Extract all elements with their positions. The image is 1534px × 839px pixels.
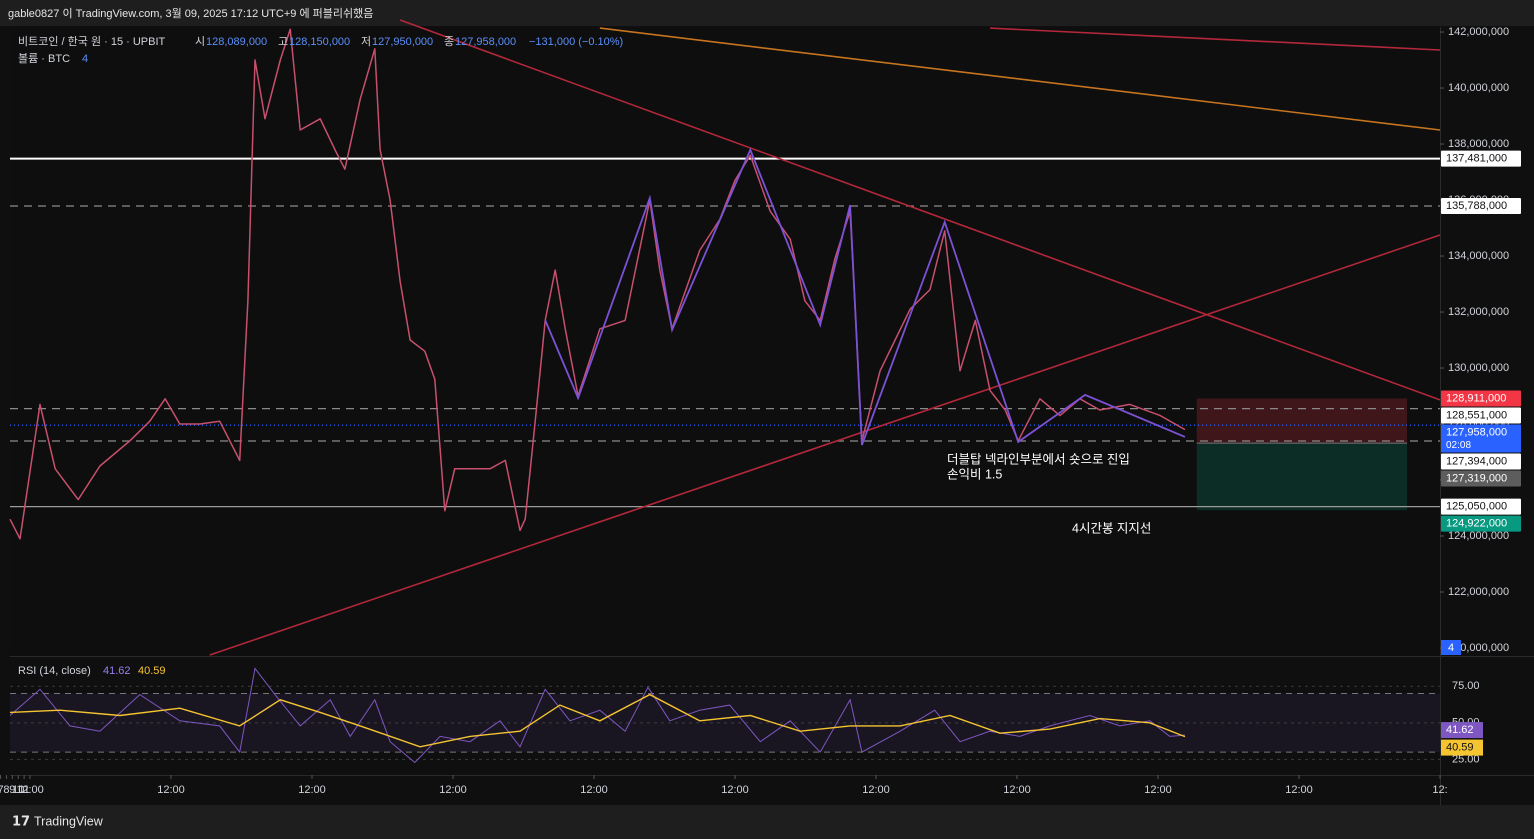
ohlc-value: 128,150,000	[289, 36, 350, 48]
x-tick-label: 12:00	[1144, 784, 1172, 796]
y-tick-label: 120,000,000	[1448, 642, 1509, 654]
y-tick-label: 138,000,000	[1448, 138, 1509, 150]
trend-line	[209, 234, 1441, 656]
volume-badge-value: 4	[1448, 642, 1454, 654]
rsi-value: 41.62	[103, 665, 131, 677]
ohlc-value: 127,958,000	[455, 36, 516, 48]
x-tick-label: 12:00	[439, 784, 467, 796]
annotation: 손익비 1.5	[947, 467, 1002, 481]
price-badge	[1441, 390, 1521, 407]
price-badge	[1441, 197, 1521, 214]
x-tick-label: 12:00	[16, 784, 44, 796]
price-badge	[1441, 498, 1521, 515]
price-badge	[1441, 150, 1521, 167]
rsi-tick-label: 75.00	[1452, 680, 1480, 692]
header-bar	[0, 0, 1534, 26]
countdown: 02:08	[1446, 440, 1471, 451]
price-badge	[1441, 407, 1521, 424]
ohlc-value: 128,089,000	[206, 36, 267, 48]
footer-bar	[0, 805, 1534, 839]
brand: TradingView	[34, 814, 104, 828]
change: −131,000 (−0.10%)	[529, 36, 623, 48]
x-tick-label: 12:00	[157, 784, 185, 796]
rsi-ma-value: 40.59	[138, 665, 166, 677]
legend: 비트코인 / 한국 원 · 15 · UPBIT 볼륨 · BTC 4 RSI …	[18, 35, 623, 677]
y-tick-label: 130,000,000	[1448, 362, 1509, 374]
x-tick-label: 12:00	[721, 784, 749, 796]
rsi-badge-label: 40.59	[1446, 741, 1474, 753]
price-pane	[10, 27, 1440, 655]
ohlc-key: 저	[361, 35, 371, 48]
rsi-badge	[1441, 739, 1483, 756]
target-zone	[1196, 443, 1408, 511]
x-tick-label: 12:00	[298, 784, 326, 796]
price-badge	[1441, 470, 1521, 487]
price-badge-label: 128,911,000	[1446, 392, 1506, 404]
trend-line	[599, 27, 1441, 131]
publisher: gable0827 이 TradingView.com, 3월 09, 2025…	[8, 7, 373, 20]
x-tick-label: 12:00	[862, 784, 890, 796]
price-badge-label: 128,551,000	[1446, 409, 1507, 421]
y-tick-label: 140,000,000	[1448, 82, 1509, 94]
symbol: 비트코인 / 한국 원 · 15 · UPBIT	[18, 35, 166, 48]
logo-mark: 𝟭𝟳	[12, 813, 30, 828]
main-layer: 120,000,000122,000,000124,000,000126,000…	[0, 19, 1521, 796]
x-tick-label: 12:00	[580, 784, 608, 796]
y-tick-label: 134,000,000	[1448, 250, 1509, 262]
ohlc-key: 고	[278, 36, 288, 48]
trend-line	[399, 19, 1441, 401]
price-badge-label: 124,922,000	[1446, 518, 1507, 530]
price-line	[9, 28, 1186, 540]
x-tick-label: 11	[18, 784, 29, 796]
volume-value: 4	[82, 53, 88, 65]
annotation: 4시간봉 지지선	[1072, 521, 1151, 535]
rsi-title: RSI (14, close)	[18, 665, 91, 677]
pattern-line	[544, 147, 1186, 446]
price-badge	[1441, 453, 1521, 470]
price-badge-label: 127,394,000	[1446, 455, 1507, 467]
rsi-badge-label: 41.62	[1446, 724, 1474, 736]
volume-label: 볼륨 · BTC	[18, 52, 70, 65]
price-badge	[1441, 515, 1521, 532]
ohlc-key: 종	[444, 36, 454, 48]
x-tick-label: 9	[9, 784, 15, 796]
x-tick-label: 7	[0, 784, 4, 796]
price-badge-label: 127,319,000	[1446, 472, 1507, 484]
price-badge-label: 135,788,000	[1446, 200, 1507, 212]
x-tick-label: 12:00	[1285, 784, 1313, 796]
rsi-tick-label: 25.00	[1452, 753, 1480, 765]
x-tick-label: 12:	[1432, 784, 1447, 796]
x-tick-label: 10	[12, 784, 24, 796]
ohlc-value: 127,950,000	[372, 36, 433, 48]
y-tick-label: 132,000,000	[1448, 306, 1509, 318]
stop-zone	[1196, 398, 1408, 444]
price-badge-label: 127,958,000	[1446, 426, 1507, 438]
x-tick-label: 8	[3, 784, 9, 796]
volume-badge	[1441, 640, 1461, 655]
rsi-line	[9, 693, 1186, 748]
trend-line	[989, 27, 1441, 51]
y-tick-label: 122,000,000	[1448, 586, 1509, 598]
ohlc-key: 시	[195, 36, 205, 48]
x-tick-label: 12:00	[1003, 784, 1031, 796]
price-badge	[1441, 424, 1521, 453]
price-badge-label: 125,050,000	[1446, 501, 1507, 513]
y-tick-label: 124,000,000	[1448, 530, 1509, 542]
annotation: 더블탑 넥라인부분에서 숏으로 진입	[947, 452, 1130, 466]
rsi-badge	[1441, 722, 1483, 739]
y-tick-label: 142,000,000	[1448, 26, 1509, 38]
price-badge-label: 137,481,000	[1446, 152, 1507, 164]
